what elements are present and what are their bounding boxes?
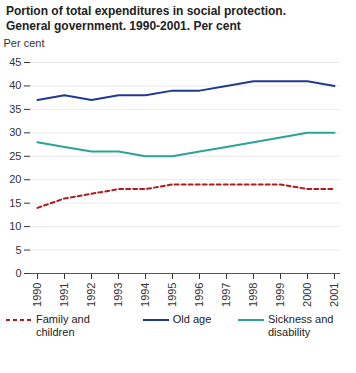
- svg-text:1995: 1995: [166, 283, 178, 307]
- html-text:Sickness and disability: Sickness and disability: [268, 313, 334, 338]
- svg-text:1996: 1996: [193, 283, 205, 307]
- svg-text:35: 35: [9, 103, 21, 115]
- svg-text:2001: 2001: [328, 283, 340, 307]
- svg-text:40: 40: [9, 79, 21, 91]
- svg-text:1994: 1994: [139, 283, 151, 307]
- svg-text:1991: 1991: [58, 283, 70, 307]
- svg-text:15: 15: [9, 197, 21, 209]
- svg-text:1998: 1998: [247, 283, 259, 307]
- svg-text:5: 5: [15, 244, 21, 256]
- svg-text:20: 20: [9, 173, 21, 185]
- svg-text:25: 25: [9, 150, 21, 162]
- html-text:Old age: Old age: [172, 313, 212, 325]
- svg-text:10: 10: [9, 220, 21, 232]
- svg-text:45: 45: [9, 56, 21, 68]
- svg-text:1990: 1990: [31, 283, 43, 307]
- svg-text:1993: 1993: [112, 283, 124, 307]
- svg-text:30: 30: [9, 126, 21, 138]
- html-text:Portion of total expenditures: Portion of total expenditures in social …: [6, 4, 286, 33]
- svg-text:Per cent: Per cent: [4, 37, 45, 49]
- svg-text:1992: 1992: [85, 283, 97, 307]
- svg-text:2000: 2000: [301, 283, 313, 307]
- html-text:Family and children: Family and children: [36, 313, 90, 338]
- svg-text:1999: 1999: [274, 283, 286, 307]
- svg-text:1997: 1997: [220, 283, 232, 307]
- svg-text:0: 0: [15, 267, 21, 279]
